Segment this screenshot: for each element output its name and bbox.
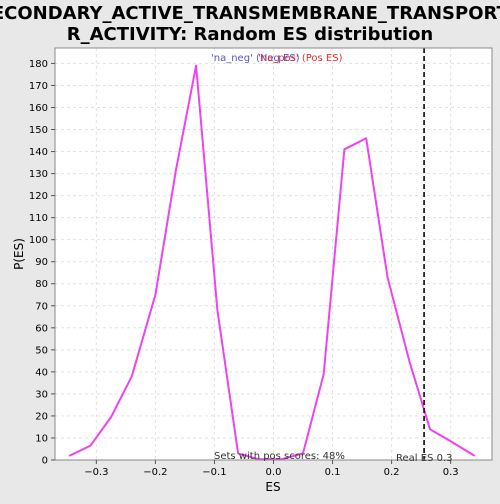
y-tick-label: 0 [42,456,48,467]
x-tick-label: 0.2 [384,467,400,478]
data-point [130,375,133,378]
grid [55,48,492,461]
y-tick-label: 10 [35,433,48,444]
y-tick-label: 30 [35,389,48,400]
y-tick-label: 50 [35,345,48,356]
es-distribution-line [69,64,475,461]
y-tick-label: 140 [29,147,48,158]
data-point [110,416,112,418]
pos-scores-annotation: Sets with pos scores: 48% [214,451,345,462]
data-point [175,168,177,170]
y-tick-label: 120 [29,191,48,202]
y-axis: 0 10 20 30 40 50 60 70 80 90 100 110 120 130 140 150 160… [29,59,55,467]
y-tick-label: 70 [35,301,48,312]
legend-pos: 'na_pos' (Pos ES) [258,53,343,64]
real-es-label: Real ES 0.3 [396,453,452,464]
x-tick-label: −0.2 [143,467,167,478]
data-point [68,454,71,457]
y-tick-label: 150 [29,125,48,136]
x-tick-label: −0.3 [84,467,108,478]
y-tick-label: 40 [35,367,48,378]
y-tick-label: 20 [35,411,48,422]
data-point [365,137,368,140]
x-tick-label: 0.0 [266,467,282,478]
data-point [216,309,219,311]
y-tick-label: 60 [35,323,48,334]
y-tick-label: 90 [35,257,48,268]
data-point [154,293,157,296]
y-tick-label: 160 [29,103,48,114]
data-point [322,373,325,375]
y-tick-label: 100 [29,235,48,246]
y-tick-label: 180 [29,59,48,70]
data-point [473,454,476,457]
x-axis: −0.3 −0.2 −0.1 0.0 0.1 0.2 0.3 [84,460,459,478]
y-tick-label: 170 [29,81,48,92]
data-point [449,440,452,443]
x-tick-label: −0.1 [202,467,226,478]
data-point [343,148,346,151]
data-point [302,452,304,455]
data-point [408,360,411,362]
y-axis-label: P(ES) [12,238,26,270]
y-tick-label: 80 [35,279,48,290]
data-point [237,452,239,455]
chart-title-line-1: SECONDARY_ACTIVE_TRANSMEMBRANE_TRANSPORT… [0,3,500,24]
x-axis-label: ES [265,480,280,494]
y-tick-label: 130 [29,169,48,180]
legend-neg: 'na_neg' (Neg ES) [211,53,300,64]
data-point [386,276,389,278]
data-point [429,428,431,430]
x-tick-label: 0.1 [325,467,341,478]
x-tick-label: 0.3 [443,467,459,478]
chart-title-line-2: R_ACTIVITY: Random ES distribution [67,24,434,45]
y-tick-label: 110 [29,213,48,224]
data-point [89,444,92,447]
data-point [195,64,197,67]
series-layer [68,64,476,461]
